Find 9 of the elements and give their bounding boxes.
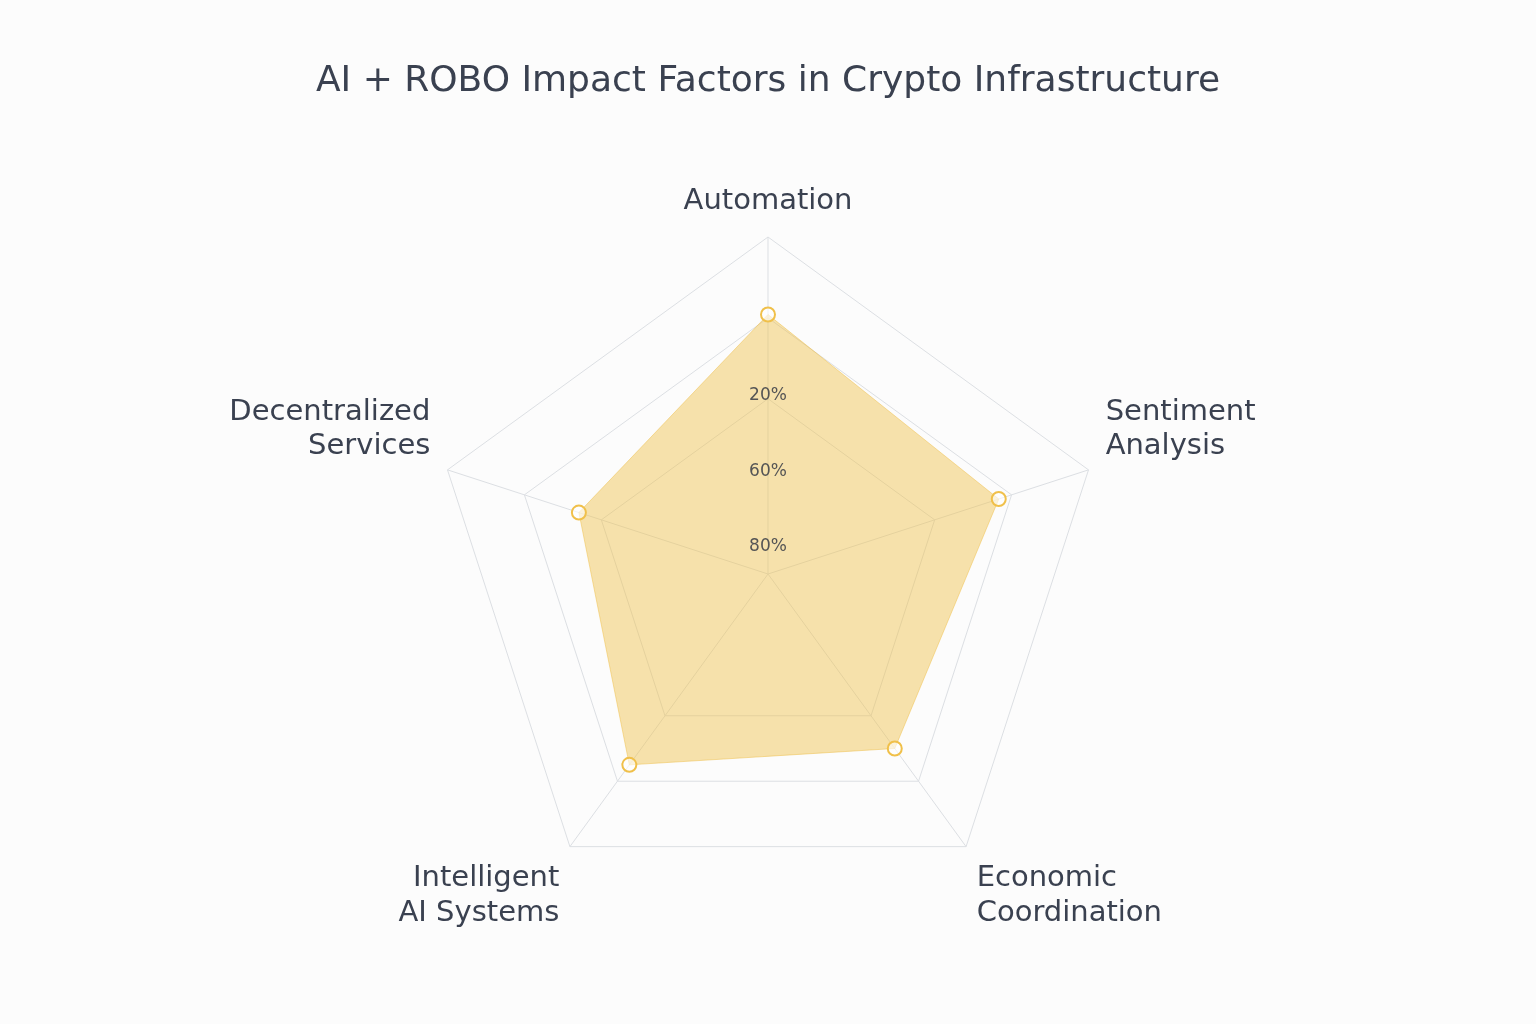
text: 80% — [749, 535, 787, 556]
spoke-label: Intelligent AI Systems — [398, 859, 560, 928]
text: 60% — [749, 459, 787, 480]
spoke-label: Decentralized Services — [229, 392, 431, 462]
spoke-label: Automation — [683, 182, 853, 217]
spoke-label: Sentiment Analysis — [1105, 392, 1256, 462]
spoke-label: Economic Coordination — [976, 859, 1162, 928]
text: 20% — [749, 383, 787, 404]
chart-title: AI + ROBO Impact Factors in Crypto Infrastructure — [315, 57, 1221, 99]
